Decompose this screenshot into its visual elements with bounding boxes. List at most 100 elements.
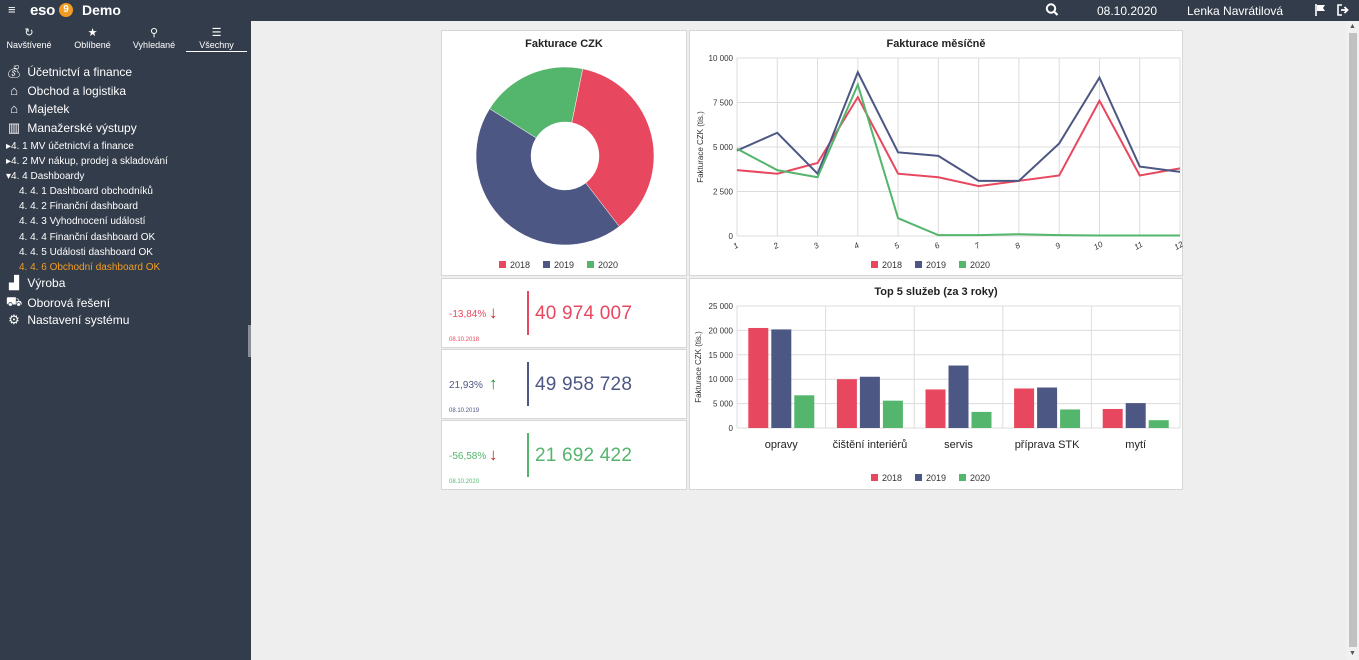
category-label: příprava STK	[1015, 439, 1080, 451]
y-tick-label: 10 000	[709, 375, 734, 384]
x-tick-label: 12	[1173, 239, 1184, 252]
bar-title: Top 5 služeb (za 3 roky)	[874, 286, 998, 298]
legend-label: 2019	[926, 473, 946, 483]
bar-2020	[1060, 409, 1081, 428]
tab-vsechny[interactable]: ☰ Všechny	[186, 27, 247, 52]
kpi-2020: -56,58% ↓ 08.10.2020 21 692 422	[441, 420, 687, 490]
tree-item-4-2[interactable]: ▸4. 2 MV nákup, prodej a skladování	[6, 156, 168, 167]
vertical-scrollbar[interactable]: ▲ ▼	[1346, 21, 1359, 660]
factory-icon: ▟	[9, 275, 19, 290]
y-axis-label: Fakturace CZK (tis.)	[696, 111, 705, 183]
legend-swatch	[915, 474, 922, 481]
app-name: Demo	[82, 2, 121, 18]
bar-panel: Top 5 služeb (za 3 roky) 0 5 000 10 000 15 …	[689, 278, 1183, 490]
kpi-percent: 21,93%	[449, 380, 483, 391]
x-tick-label: 6	[933, 241, 942, 251]
bar-2019	[1125, 403, 1146, 428]
module-majetek[interactable]: ⌂ Majetek	[4, 101, 69, 117]
line-title: Fakturace měsíčně	[886, 38, 986, 50]
tree-item-4-4-3[interactable]: 4. 4. 3 Vyhodnocení událostí	[19, 216, 146, 227]
tree-item-4-1[interactable]: ▸4. 1 MV účetnictví a finance	[6, 141, 134, 152]
list-icon: ☰	[211, 27, 222, 39]
tab-label: Vyhledané	[132, 40, 176, 50]
logo-nine-badge: 9	[59, 3, 73, 17]
legend-swatch	[871, 261, 878, 268]
kpi-value: 49 958 728	[535, 374, 633, 395]
tree-item-4-4-1[interactable]: 4. 4. 1 Dashboard obchodníků	[19, 186, 153, 197]
pie-slice	[475, 108, 620, 246]
sidebar-splitter[interactable]	[248, 325, 251, 357]
x-tick-label: 10	[1092, 239, 1105, 252]
current-date: 08.10.2020	[1097, 4, 1158, 18]
tree-item-4-4[interactable]: ▾4. 4 Dashboardy	[6, 171, 85, 182]
legend-swatch	[543, 261, 550, 268]
x-tick-label: 3	[812, 241, 821, 251]
scroll-up-icon[interactable]: ▲	[1349, 23, 1356, 30]
module-obchod[interactable]: ⌂ Obchod a logistika	[4, 83, 126, 99]
tab-label: Oblíbené	[74, 40, 111, 50]
user-name[interactable]: Lenka Navrátilová	[1187, 4, 1284, 18]
y-tick-label: 5 000	[713, 400, 734, 409]
module-vyroba[interactable]: ▟ Výroba	[4, 275, 65, 291]
legend-swatch	[959, 261, 966, 268]
y-tick-label: 0	[729, 232, 734, 241]
x-tick-label: 4	[852, 241, 861, 251]
bar-2019	[948, 365, 969, 428]
tree-item-4-4-5[interactable]: 4. 4. 5 Události dashboard OK	[19, 247, 153, 258]
bar-2019	[1037, 387, 1058, 428]
category-label: mytí	[1125, 439, 1146, 451]
arrow-up-icon: ↑	[489, 374, 498, 393]
kpi-date: 08.10.2020	[449, 479, 480, 485]
tree-item-4-4-6[interactable]: 4. 4. 6 Obchodní dashboard OK	[19, 262, 161, 273]
dashboard-area: Fakturace CZK 2018 2019 2020 Fakturace měs…	[251, 21, 1346, 660]
flag-icon[interactable]	[1314, 3, 1328, 17]
bar-2020	[1148, 420, 1169, 428]
y-tick-label: 0	[729, 424, 734, 433]
tab-label: Všechny	[199, 40, 234, 50]
tab-vyhledane[interactable]: ⚲ Vyhledané	[130, 27, 178, 50]
bar-chart-icon: ▥	[7, 120, 21, 135]
search-icon[interactable]	[1045, 2, 1059, 18]
x-tick-label: 1	[732, 241, 740, 251]
kpi-value: 21 692 422	[535, 445, 633, 466]
scroll-down-icon[interactable]: ▼	[1349, 650, 1356, 657]
logout-icon[interactable]	[1336, 3, 1350, 17]
pie-panel: Fakturace CZK 2018 2019 2020	[441, 30, 687, 276]
legend-swatch	[587, 261, 594, 268]
module-ucetnictvi[interactable]: 💰︎ Účetnictví a finance	[4, 64, 132, 80]
x-tick-label: 11	[1133, 240, 1145, 252]
kpi-divider	[527, 291, 529, 335]
bar-2018	[1102, 408, 1123, 428]
bar-2018	[1014, 388, 1035, 428]
module-nastaveni[interactable]: ⚙ Nastavení systému	[4, 312, 129, 328]
x-tick-label: 7	[973, 241, 982, 251]
line-series-2020	[736, 81, 1180, 237]
kpi-2019: 21,93% ↑ 08.10.2019 49 958 728	[441, 349, 687, 419]
tab-navstivene[interactable]: ↻ Navštívené	[5, 27, 53, 50]
tree-item-4-4-4[interactable]: 4. 4. 4 Finanční dashboard OK	[19, 232, 156, 243]
pie-slice	[489, 66, 583, 139]
shop-icon: ⌂	[10, 83, 18, 99]
line-series-2018	[736, 95, 1181, 188]
legend-swatch	[959, 474, 966, 481]
module-oborova[interactable]: ⛟ Oborová řešení	[4, 294, 110, 310]
legend-label: 2020	[970, 260, 990, 270]
x-tick-label: 8	[1013, 241, 1022, 251]
y-tick-label: 15 000	[709, 351, 734, 360]
y-tick-label: 10 000	[709, 54, 734, 63]
legend-label: 2019	[554, 260, 574, 270]
scroll-thumb[interactable]	[1349, 33, 1357, 647]
history-icon: ↻	[24, 27, 34, 39]
module-manazerske[interactable]: ▥ Manažerské výstupy	[4, 120, 137, 136]
tab-oblibene[interactable]: ★ Oblíbené	[70, 27, 115, 50]
legend-label: 2018	[882, 260, 902, 270]
hamburger-menu-icon[interactable]: ≡	[8, 2, 16, 17]
kpi-2018: -13,84% ↓ 08.10.2018 40 974 007	[441, 278, 687, 348]
module-label: Výroba	[27, 276, 66, 290]
tree-item-4-4-2[interactable]: 4. 4. 2 Finanční dashboard	[19, 201, 138, 212]
legend-label: 2020	[970, 473, 990, 483]
kpi-value: 40 974 007	[535, 303, 633, 324]
kpi-percent: -13,84%	[449, 309, 487, 320]
bar-chart: 0 5 000 10 000 15 000 20 000 25 000 Fakturace …	[694, 302, 1181, 483]
sidebar: ↻ Navštívené ★ Oblíbené ⚲ Vyhledané ☰ Vš…	[0, 21, 251, 660]
